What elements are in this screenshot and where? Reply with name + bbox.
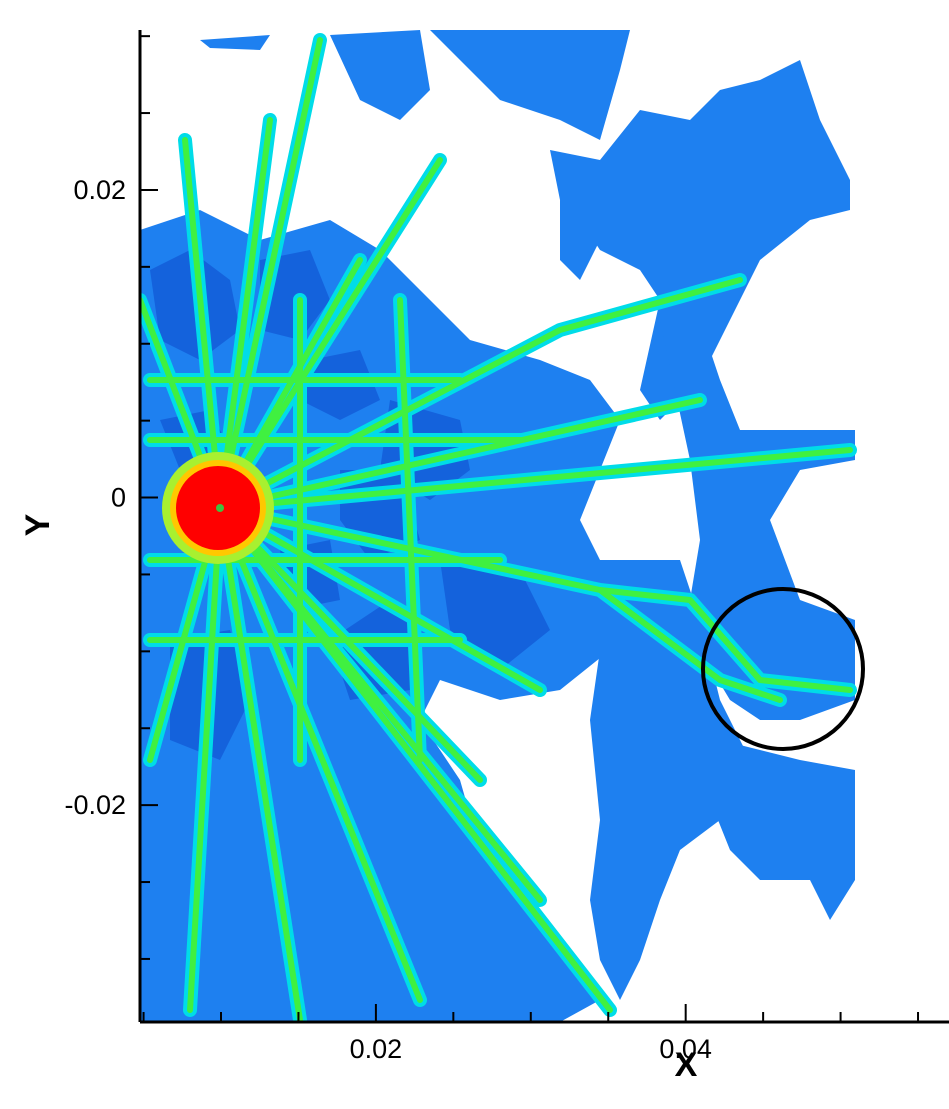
y-tick-label: 0 (111, 483, 126, 513)
contour-field (140, 30, 857, 1022)
x-tick-label: 0.04 (659, 1034, 712, 1064)
contour-network-inner (140, 37, 853, 1022)
core-center (216, 504, 224, 512)
highlight-circle (701, 587, 865, 751)
y-tick-label: 0.02 (73, 175, 126, 205)
y-tick-label: -0.02 (64, 790, 126, 820)
x-tick-label: 0.02 (350, 1034, 403, 1064)
x-axis-label: X (675, 1046, 698, 1084)
y-axis-label: Y (19, 513, 57, 536)
